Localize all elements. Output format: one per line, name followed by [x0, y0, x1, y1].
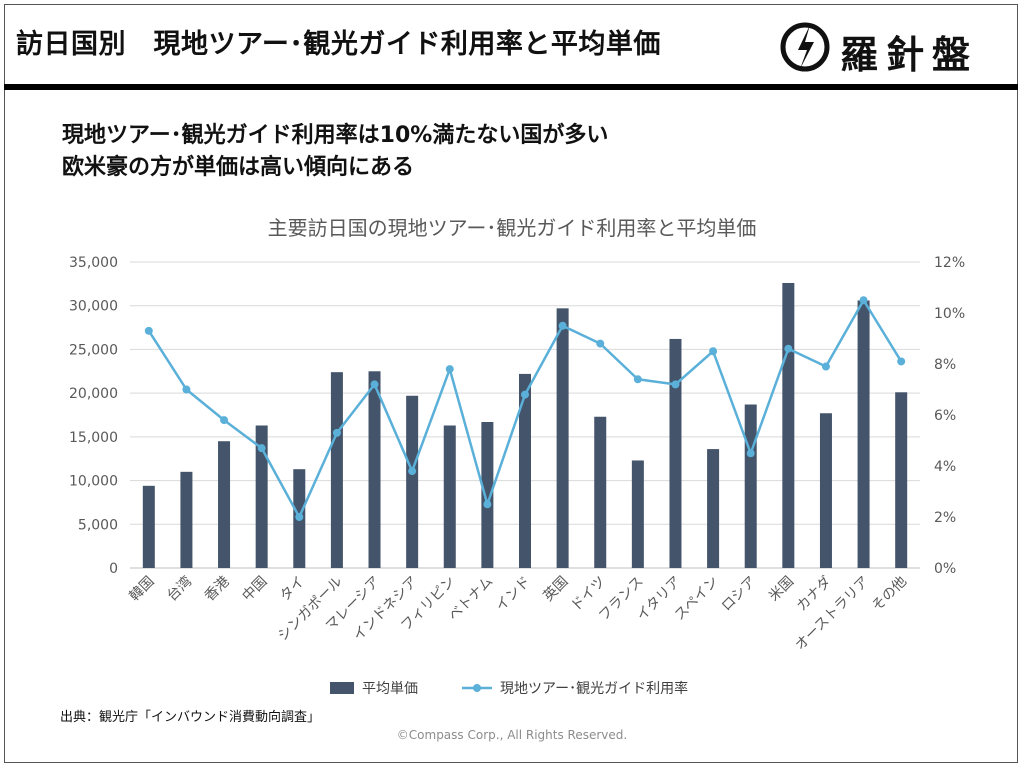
- bar: [631, 460, 644, 568]
- rate-point: [521, 390, 529, 399]
- source-note: 出典：観光庁「インバウンド消費動向調査」: [60, 710, 321, 725]
- bar: [669, 338, 682, 568]
- rate-point: [370, 380, 379, 389]
- rate-point: [784, 344, 793, 353]
- rate-point: [596, 339, 605, 348]
- bar: [594, 416, 607, 568]
- bar: [556, 308, 569, 568]
- rate-point: [295, 513, 304, 521]
- legend-swatch-point: [473, 684, 481, 692]
- y-right-tick-label: 6%: [934, 408, 956, 424]
- bar: [481, 421, 494, 568]
- legend-label-line: 現地ツアー･観光ガイド利用率: [500, 680, 688, 697]
- bar: [819, 413, 832, 568]
- compass-logo: 羅針盤: [778, 16, 1014, 77]
- y-left-tick-label: 25,000: [69, 342, 118, 358]
- rate-point: [558, 321, 567, 330]
- page-title: 訪日国別 現地ツアー･観光ガイド利用率と平均単価: [16, 29, 661, 60]
- legend-swatch-bar: [330, 682, 354, 694]
- y-right-tick-label: 4%: [934, 459, 956, 475]
- bar: [895, 392, 908, 568]
- copyright: ©Compass Corp., All Rights Reserved.: [396, 728, 628, 742]
- bar: [368, 371, 381, 568]
- x-tick-label: タイ: [277, 574, 308, 605]
- bar: [406, 395, 419, 568]
- rate-point: [182, 385, 191, 394]
- x-tick-label: 中国: [239, 574, 270, 605]
- x-tick-label: ロシア: [719, 574, 760, 615]
- bar: [255, 425, 268, 568]
- rate-point: [408, 467, 417, 476]
- y-left-tick-label: 35,000: [69, 255, 118, 271]
- chart-title: 主要訪日国の現地ツアー･観光ガイド利用率と平均単価: [267, 216, 757, 240]
- headline: 現地ツアー･観光ガイド利用率は10%満たない国が多い 欧米豪の方が単価は高い傾向…: [62, 120, 608, 184]
- bar: [330, 372, 343, 568]
- rate-point: [709, 347, 718, 356]
- y-right-tick-label: 8%: [934, 357, 956, 373]
- bar: [707, 449, 720, 568]
- rate-point: [821, 362, 830, 371]
- rate-point: [633, 375, 642, 384]
- bar: [142, 485, 155, 568]
- x-tick-label: インド: [493, 574, 534, 615]
- rate-point: [257, 444, 266, 453]
- x-tick-label: 英国: [540, 573, 572, 605]
- y-left-tick-label: 30,000: [69, 299, 118, 315]
- y-right-tick-label: 0%: [934, 561, 956, 577]
- y-left-tick-label: 15,000: [69, 430, 118, 446]
- rate-point: [220, 416, 229, 425]
- rate-point: [897, 357, 906, 366]
- y-left-tick-label: 5,000: [78, 517, 118, 533]
- x-tick-label: 台湾: [163, 573, 195, 605]
- x-tick-label: 香港: [202, 574, 233, 605]
- header-rule: [4, 84, 1018, 90]
- y-left-tick-label: 10,000: [69, 474, 118, 490]
- rate-point: [859, 296, 868, 305]
- y-right-tick-label: 12%: [934, 255, 965, 271]
- x-tick-label: 韓国: [127, 574, 158, 605]
- legend-label-bar: 平均単価: [362, 681, 418, 697]
- bar: [443, 425, 456, 568]
- bar: [180, 471, 193, 568]
- compass-logo-icon: [780, 22, 830, 72]
- logo-text: 羅針盤: [840, 32, 979, 77]
- x-tick-label: 米国: [766, 574, 797, 605]
- bar: [744, 404, 757, 568]
- y-left-tick-label: 20,000: [69, 386, 118, 402]
- bar: [519, 373, 531, 568]
- rate-point: [671, 380, 680, 389]
- bar: [218, 441, 231, 568]
- headline-line-1: 現地ツアー･観光ガイド利用率は10%満たない国が多い: [62, 123, 609, 148]
- headline-line-2: 欧米豪の方が単価は高い傾向にある: [62, 155, 415, 180]
- y-right-tick-label: 10%: [934, 306, 965, 322]
- rate-point: [483, 500, 492, 509]
- x-tick-label: その他: [869, 574, 910, 615]
- rate-point: [144, 326, 153, 335]
- y-left-tick-label: 0: [109, 561, 118, 577]
- slide-frame: [4, 4, 1018, 763]
- bar: [857, 300, 870, 568]
- rate-point: [746, 449, 755, 458]
- rate-point: [445, 365, 454, 374]
- y-right-tick-label: 2%: [934, 510, 956, 526]
- rate-point: [332, 428, 341, 437]
- bar: [782, 282, 795, 568]
